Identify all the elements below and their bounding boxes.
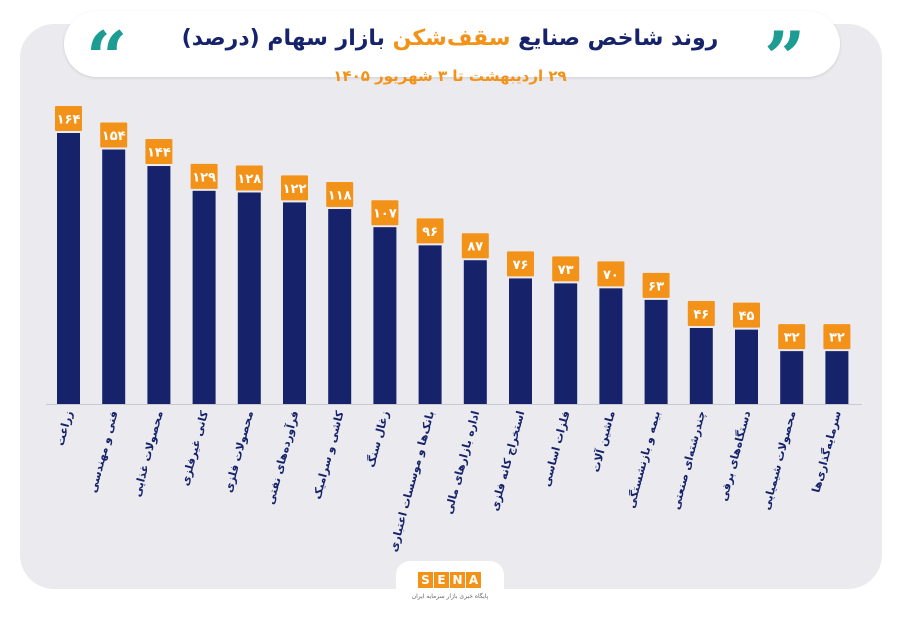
value-label-box [326, 182, 354, 208]
bar [418, 245, 442, 404]
value-label-box [100, 122, 128, 148]
data-label: ۸۷ [467, 240, 483, 255]
bar [735, 329, 758, 404]
data-label: ۴۵ [739, 309, 755, 324]
data-label: ۱۲۲ [283, 182, 307, 197]
bar [192, 190, 216, 404]
category-label: فرآورده‌های نفتی [263, 409, 301, 506]
value-label-box [507, 251, 534, 277]
value-label-box [235, 165, 263, 191]
logo-letter: N [450, 572, 465, 588]
data-label: ۳۲ [829, 331, 845, 346]
category-label: چندرشته‌ای صنعتی [669, 409, 708, 511]
data-label: ۱۰۷ [373, 207, 397, 222]
value-label-box [597, 261, 625, 287]
category-label: محصولات غذایی [130, 409, 165, 498]
category-label: کانی غیرفلزی [178, 409, 211, 487]
chart-subtitle: ۲۹ اردیبهشت تا ۳ شهریور ۱۴۰۵ [333, 67, 567, 85]
value-label-box [281, 175, 308, 201]
bar [57, 133, 80, 404]
data-label: ۱۶۴ [57, 113, 81, 128]
chart-title: روند شاخص صنایع سقف‌شکن بازار سهام (درصد… [140, 26, 760, 51]
bar [689, 327, 713, 404]
bar [328, 209, 352, 404]
bar [554, 283, 578, 404]
category-label: سرمایه‌گذاری‌ها [809, 409, 843, 494]
category-label: فلزات اساسی [540, 409, 573, 488]
value-label-box [461, 233, 489, 259]
value-label-box [190, 163, 218, 189]
title-banner [64, 11, 840, 77]
data-label: ۱۱۸ [328, 189, 352, 204]
category-label: اداره بازارهای مالی [442, 409, 482, 515]
data-label: ۳۲ [784, 331, 800, 346]
value-label-box [416, 218, 444, 244]
category-label: استخراج کانه فلزی [488, 409, 528, 512]
value-label-box [823, 324, 851, 350]
title-part-2: بازار سهام (درصد) [181, 26, 393, 51]
value-label-box [687, 300, 715, 326]
bar [825, 351, 849, 404]
data-label: ۷۳ [558, 263, 574, 278]
value-label-box [552, 256, 580, 282]
data-label: ۱۲۹ [192, 170, 216, 185]
value-label-box [778, 324, 806, 350]
logo-letter: A [466, 572, 481, 588]
bar [780, 351, 804, 404]
value-label-box [733, 302, 760, 328]
bar [599, 288, 623, 404]
bar [283, 202, 306, 404]
category-label: محصولات شیمیایی [760, 409, 799, 511]
bar [147, 166, 171, 404]
data-label: ۹۶ [422, 225, 438, 240]
data-label: ۱۲۸ [237, 172, 261, 187]
bar [102, 149, 126, 404]
logo-tagline: پایگاه خبری بازار سرمایه ایران [411, 593, 489, 600]
data-label: ۷۰ [603, 268, 619, 283]
data-label: ۷۶ [513, 258, 529, 273]
title-part-1: روند شاخص صنایع [510, 26, 719, 51]
category-label: فنی و مهندسی [86, 409, 120, 494]
title-highlight: سقف‌شکن [392, 26, 511, 51]
category-label: زراعت [54, 409, 76, 447]
logo-letter: E [434, 572, 449, 588]
bar [644, 299, 668, 404]
data-label: ۱۴۴ [147, 146, 171, 161]
bar [237, 192, 261, 404]
category-label: بیمه و بازنشستگی [624, 409, 663, 509]
category-label: محصولات فلزی [222, 409, 256, 494]
logo-letter: S [418, 572, 433, 588]
category-label: ماشین آلات [588, 409, 618, 473]
sena-logo: S E N A [418, 572, 481, 588]
category-label: کاشی و سرامیک [310, 409, 346, 501]
data-label: ۱۵۴ [102, 129, 126, 144]
data-label: ۶۳ [648, 279, 664, 294]
value-label-box [145, 139, 173, 165]
bar [373, 227, 397, 404]
bar [509, 278, 532, 404]
opening-quote-icon: “ [86, 15, 128, 100]
bar [463, 260, 487, 404]
category-label: بانک‌ها و موسسات اعتباری [387, 409, 437, 553]
category-label: دستگاه‌های برقی [717, 409, 754, 502]
value-label-box [371, 200, 399, 226]
value-label-box [55, 106, 82, 131]
value-label-box [642, 272, 670, 298]
data-label: ۴۶ [693, 307, 709, 322]
closing-quote-icon: ” [764, 15, 806, 100]
category-label: زغال سنگ [363, 409, 392, 469]
